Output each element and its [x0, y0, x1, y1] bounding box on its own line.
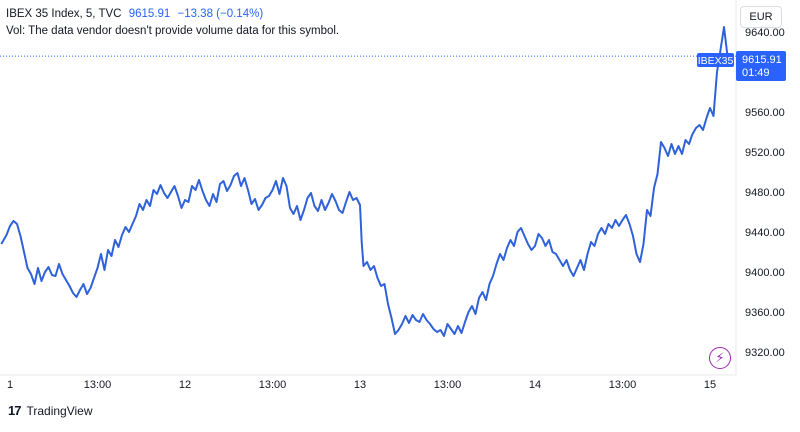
- x-axis[interactable]: 1 13:00 12 13:00 13 13:00 14 13:00 15: [7, 379, 716, 391]
- symbol-tag-label: IBEX35: [698, 55, 734, 67]
- x-tick-label: 13:00: [84, 379, 112, 391]
- y-tick-label: 9400.00: [745, 267, 785, 279]
- x-tick-label: 13:00: [434, 379, 462, 391]
- x-tick-label: 13: [354, 379, 366, 391]
- y-tick-label: 9560.00: [745, 107, 785, 119]
- y-tick-label: 9360.00: [745, 307, 785, 319]
- symbol-tag-bg: [697, 53, 734, 67]
- y-tick-label: 9640.00: [745, 27, 785, 39]
- x-tick-label: 15: [704, 379, 716, 391]
- y-tick-label: 9480.00: [745, 187, 785, 199]
- series-line: [0, 26, 729, 337]
- currency-button[interactable]: EUR: [740, 6, 782, 28]
- logo-text: TradingView: [26, 403, 93, 418]
- symbol-title[interactable]: IBEX 35 Index, 5, TVC: [6, 8, 122, 20]
- x-tick-label: 13:00: [259, 379, 287, 391]
- logo-mark: 17: [8, 403, 22, 418]
- y-tick-label: 9520.00: [745, 147, 785, 159]
- x-tick-label: 1: [7, 379, 13, 391]
- x-tick-label: 12: [179, 379, 191, 391]
- y-tick-label: 9440.00: [745, 227, 785, 239]
- price-tag: IBEX35 9615.91 01:49: [697, 51, 786, 81]
- legend-row: IBEX 35 Index, 5, TVC 9615.91 −13.38 (−0…: [6, 6, 339, 23]
- volume-note: Vol: The data vendor doesn't provide vol…: [6, 25, 340, 37]
- tradingview-logo[interactable]: 17 TradingView: [8, 403, 93, 418]
- x-tick-label: 14: [529, 379, 541, 391]
- price-tag-value: 9615.91: [742, 54, 782, 66]
- lightning-icon[interactable]: ⚡︎: [709, 347, 731, 369]
- price-tag-countdown: 01:49: [742, 67, 770, 79]
- chart-legend: IBEX 35 Index, 5, TVC 9615.91 −13.38 (−0…: [6, 6, 339, 40]
- y-tick-label: 9320.00: [745, 347, 785, 359]
- last-price: 9615.91: [128, 8, 171, 20]
- price-change: −13.38 (−0.14%): [177, 8, 264, 20]
- price-tag-bg: [736, 51, 786, 81]
- x-tick-label: 13:00: [609, 379, 637, 391]
